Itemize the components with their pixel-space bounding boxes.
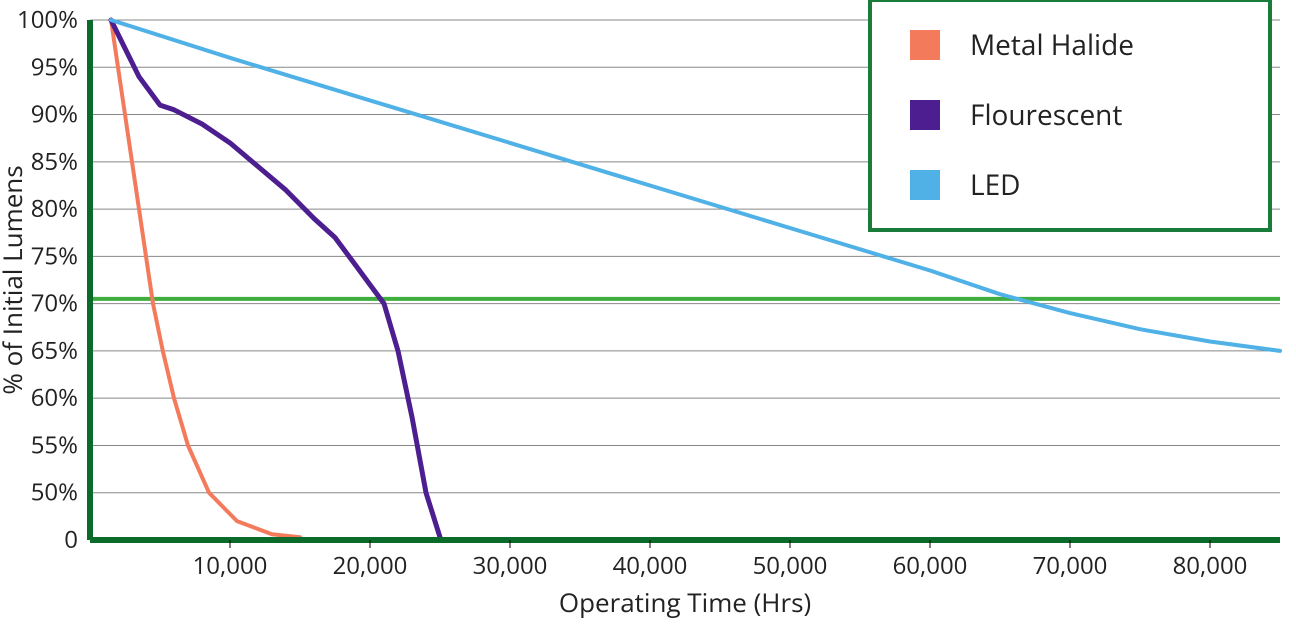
- y-tick-label: 80%: [31, 192, 78, 225]
- x-tick-label: 80,000: [1173, 549, 1248, 582]
- legend-swatch: [910, 30, 940, 60]
- y-tick-label: 60%: [31, 381, 78, 414]
- chart-svg: 50% 55% 60% 65% 70% 75% 80% 85% 90% 95% 100% 0 10,00…: [0, 0, 1296, 630]
- y-tick-label: 95%: [31, 50, 78, 83]
- y-axis-label: % of Initial Lumens: [0, 165, 30, 394]
- y-tick-label: 75%: [31, 239, 78, 272]
- x-tick-label: 10,000: [193, 549, 268, 582]
- y-tick-label: 50%: [31, 476, 78, 509]
- baseline-band: [90, 537, 1280, 543]
- x-tick-label: 40,000: [613, 549, 688, 582]
- y-tick-label: 55%: [31, 428, 78, 461]
- y-tick-label: 70%: [31, 287, 78, 320]
- x-tick-label: 60,000: [893, 549, 968, 582]
- y-tick-label: 100%: [17, 3, 78, 36]
- y-tick-label: 65%: [31, 334, 78, 367]
- legend-label: Flourescent: [970, 96, 1122, 134]
- x-axis-label: Operating Time (Hrs): [559, 584, 811, 620]
- legend-label: Metal Halide: [970, 26, 1134, 64]
- left-axis-band: [87, 20, 93, 540]
- y-zero-label: 0: [64, 523, 78, 556]
- lumen-depreciation-chart: 50% 55% 60% 65% 70% 75% 80% 85% 90% 95% 100% 0 10,00…: [0, 0, 1296, 630]
- x-tick-label: 30,000: [473, 549, 548, 582]
- x-tick-label: 20,000: [333, 549, 408, 582]
- y-tick-label: 90%: [31, 98, 78, 131]
- y-tick-label: 85%: [31, 145, 78, 178]
- legend-swatch: [910, 170, 940, 200]
- legend-swatch: [910, 100, 940, 130]
- legend-label: LED: [970, 166, 1021, 204]
- x-tick-label: 70,000: [1033, 549, 1108, 582]
- legend: Metal Halide Flourescent LED: [870, 0, 1270, 230]
- x-tick-label: 50,000: [753, 549, 828, 582]
